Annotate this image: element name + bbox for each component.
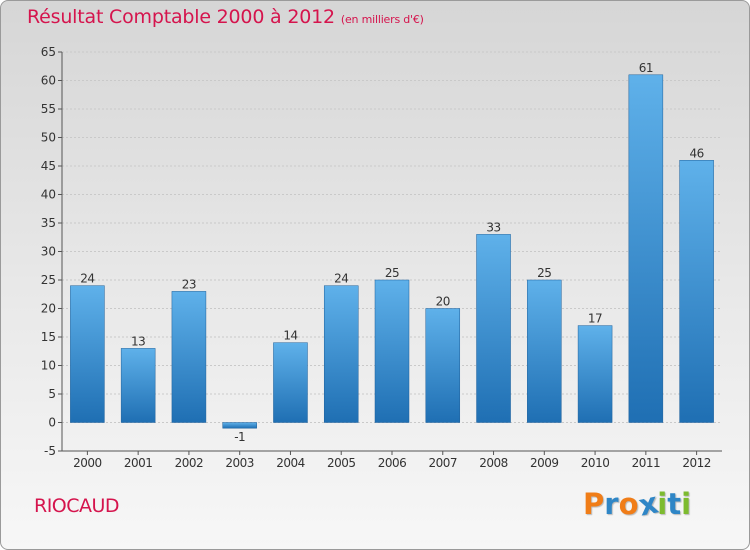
bar-value-label: 24 [80, 272, 94, 286]
bar [577, 325, 613, 423]
x-tick-label: 2010 [581, 456, 610, 470]
logo-letter: P [583, 487, 605, 521]
bar-value-label: -1 [234, 430, 245, 444]
bar [120, 348, 156, 423]
y-tick-label: 65 [41, 45, 56, 59]
bar-value-label: 23 [182, 277, 196, 291]
y-tick-label: 55 [41, 102, 56, 116]
bar [527, 279, 562, 423]
y-tick-label: 5 [48, 387, 56, 401]
x-tick-label: 2000 [73, 456, 102, 470]
bar [70, 285, 105, 423]
y-tick-label: 10 [41, 359, 56, 373]
place-name: RIOCAUD [34, 495, 120, 517]
y-tick-label: 25 [41, 273, 56, 287]
bar-value-label: 24 [334, 272, 348, 286]
bar [273, 342, 308, 423]
bar-value-label: 61 [639, 61, 653, 75]
labels: 24 13 23 -1 14 24 25 20 33 25 17 61 46 [80, 61, 704, 444]
bar [171, 291, 207, 423]
x-tick-label: 2011 [632, 456, 661, 470]
logo-letter: o [618, 487, 639, 521]
y-tick-label: 60 [41, 74, 56, 88]
chart-title-text: Résultat Comptable 2000 à 2012 [27, 6, 335, 28]
logo-letter: r [604, 487, 619, 521]
y-tick-label: 40 [41, 188, 56, 202]
x-tick-label: 2012 [682, 456, 711, 470]
bar-value-label: 13 [131, 334, 145, 348]
bar [374, 279, 410, 423]
y-tick-label: 35 [41, 216, 56, 230]
x-tick-label: 2006 [378, 456, 407, 470]
bar-value-label: 25 [537, 266, 551, 280]
chart-title: Résultat Comptable 2000 à 2012 (en millie… [27, 6, 424, 28]
logo-letter: i [657, 487, 668, 521]
bar-value-label: 46 [689, 146, 703, 160]
y-tick-label: 0 [48, 416, 56, 430]
logo-letter: t [667, 487, 682, 521]
bar-value-label: 14 [283, 329, 297, 343]
bar-value-label: 25 [385, 266, 399, 280]
y-tick-label: 20 [41, 302, 56, 316]
x-tick-label: 2008 [479, 456, 508, 470]
y-tick-label: 30 [41, 245, 56, 259]
bar-value-label: 17 [588, 312, 602, 326]
bar [323, 285, 359, 423]
bars [70, 74, 714, 429]
proxiti-logo: Proxiti [583, 485, 692, 522]
x-tick-label: 2007 [428, 456, 457, 470]
y-tick-label: 50 [41, 131, 56, 145]
bar [628, 74, 664, 423]
x-tick-label: 2001 [124, 456, 153, 470]
logo-letter: i [681, 487, 692, 521]
bar-value-label: 20 [436, 295, 450, 309]
x-tick-label: 2004 [276, 456, 305, 470]
bar [679, 160, 714, 423]
axes: -5 0 5 10 15 20 25 30 35 40 45 50 55 60 65 2000 2001 2002… [41, 45, 722, 470]
bar [222, 422, 257, 429]
x-tick-label: 2002 [175, 456, 204, 470]
x-tick-label: 2005 [327, 456, 356, 470]
bar [425, 308, 461, 423]
x-tick-label: 2009 [530, 456, 559, 470]
bar-value-label: 33 [486, 220, 500, 234]
x-tick-label: 2003 [225, 456, 254, 470]
y-tick-label: 15 [41, 330, 56, 344]
y-tick-label: -5 [44, 444, 56, 458]
y-tick-label: 45 [41, 159, 56, 173]
chart-subtitle: (en milliers d'€) [340, 13, 424, 26]
bar [476, 234, 511, 423]
